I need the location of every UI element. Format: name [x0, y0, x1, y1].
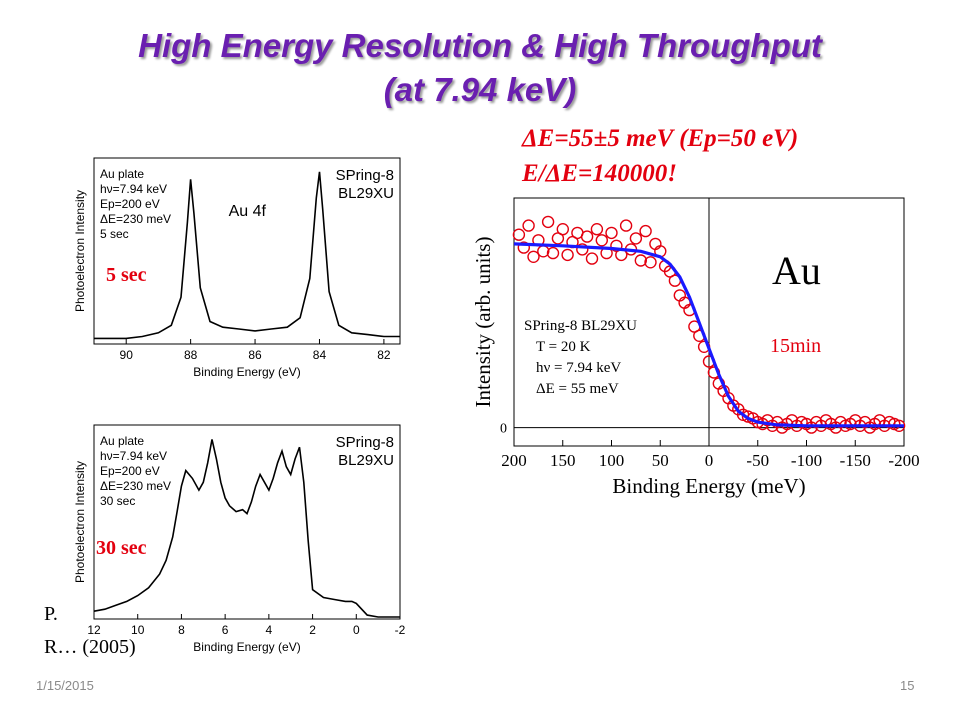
acquisition-time-label: 15min	[770, 335, 821, 357]
data-point	[517, 241, 530, 254]
x-tick-label: -2	[395, 623, 406, 637]
data-point	[639, 224, 652, 238]
x-tick-label: 84	[313, 348, 327, 362]
acquisition-time-label: 30 sec	[96, 537, 147, 559]
x-tick-label: 88	[184, 348, 198, 362]
x-axis-label: Binding Energy (eV)	[193, 640, 300, 654]
spectrum-line	[93, 439, 400, 618]
x-tick-label: 0	[353, 623, 360, 637]
x-tick-label: 2	[309, 623, 316, 637]
data-point	[619, 219, 633, 232]
data-point	[644, 256, 657, 269]
data-point	[576, 243, 589, 256]
annotation-text: 30 sec	[100, 494, 135, 508]
data-point	[590, 223, 604, 236]
annotation-text: ΔE=230 meV	[100, 479, 171, 493]
data-point	[634, 254, 648, 267]
data-point	[605, 226, 618, 240]
x-tick-label: -100	[791, 451, 822, 470]
slide-title-line1: High Energy Resolution & High Throughput	[138, 27, 822, 64]
reference-line1: P.	[44, 603, 58, 625]
y-axis-label: Photoelectron Intensity	[73, 190, 87, 312]
plot-frame	[93, 157, 401, 345]
x-tick-label: 6	[222, 623, 229, 637]
resolution-line1: ΔE=55±5 meV (Ep=50 eV)	[522, 125, 799, 152]
x-axis-label: Binding Energy (meV)	[612, 474, 805, 498]
slide-page-number: 15	[900, 678, 915, 693]
x-tick-label: 10	[131, 623, 145, 637]
annotation-text: hν=7.94 keV	[100, 182, 167, 196]
data-point	[541, 215, 555, 229]
data-point	[629, 232, 643, 245]
fermi-fit-line	[513, 242, 904, 428]
x-tick-label: -200	[888, 451, 919, 470]
plot-frame	[93, 424, 401, 620]
annotation-text: Ep=200 eV	[100, 197, 160, 211]
annotation-text: hν = 7.94 keV	[536, 360, 621, 376]
x-tick-label: 100	[599, 451, 625, 470]
x-axis-label: Binding Energy (eV)	[193, 365, 300, 379]
data-point	[580, 230, 594, 243]
data-point	[561, 248, 574, 262]
x-tick-label: 8	[178, 623, 185, 637]
material-label: Au	[772, 248, 821, 293]
annotation-source: SPring-8	[336, 167, 394, 184]
x-tick-label: 86	[248, 348, 262, 362]
spectrum-5sec-panel: 90 88 86 84 82 Binding Energy (eV) Photoelectr…	[73, 157, 401, 379]
x-tick-label: 150	[550, 451, 576, 470]
data-point	[585, 252, 599, 265]
fermi-edge-panel: 0 200 150 100 50 0 -50 -100 -150 -200 Binding Ener…	[471, 197, 920, 498]
acquisition-time-label: 5 sec	[106, 264, 147, 286]
annotation-source: BL29XU	[338, 185, 394, 202]
annotation-text: Au plate	[100, 167, 144, 181]
data-point	[546, 246, 560, 260]
x-tick-label: -150	[840, 451, 871, 470]
annotation-text: SPring-8 BL29XU	[524, 318, 637, 334]
annotation-text: hν=7.94 keV	[100, 449, 167, 463]
x-tick-label: 200	[501, 451, 527, 470]
x-tick-label: 0	[705, 451, 714, 470]
data-point	[522, 219, 535, 232]
annotation-text: Ep=200 eV	[100, 464, 160, 478]
data-point	[556, 223, 570, 236]
x-tick-label: -50	[746, 451, 769, 470]
x-tick-label: 82	[377, 348, 391, 362]
annotation-text: ΔE = 55 meV	[536, 381, 619, 397]
annotation-source: BL29XU	[338, 452, 394, 469]
y-axis-label: Photoelectron Intensity	[73, 461, 87, 583]
data-point	[595, 234, 609, 247]
resolution-line2: E/ΔE=140000!	[522, 160, 677, 187]
annotation-text: ΔE=230 meV	[100, 212, 171, 226]
y-zero-label: 0	[500, 422, 507, 437]
x-tick-label: 12	[87, 623, 101, 637]
x-tick-label: 50	[652, 451, 669, 470]
reference-line2: R… (2005)	[44, 636, 136, 658]
y-axis-label: Intensity (arb. units)	[471, 237, 495, 408]
annotation-text: 5 sec	[100, 227, 129, 241]
annotation-source: SPring-8	[336, 434, 394, 451]
data-point	[527, 250, 540, 264]
spectrum-line	[94, 171, 400, 340]
data-point	[512, 228, 526, 241]
x-tick-label: 4	[266, 623, 273, 637]
slide-title-line2: (at 7.94 keV)	[383, 71, 577, 108]
spectrum-30sec-panel: 12 10 8 6 4 2 0 -2 Binding Energy (eV) Photoelect…	[73, 424, 406, 654]
annotation-text: Au plate	[100, 434, 144, 448]
annotation-text: T = 20 K	[536, 339, 591, 355]
slide-date: 1/15/2015	[36, 678, 94, 693]
peak-label: Au 4f	[229, 203, 267, 220]
x-tick-label: 90	[120, 348, 134, 362]
